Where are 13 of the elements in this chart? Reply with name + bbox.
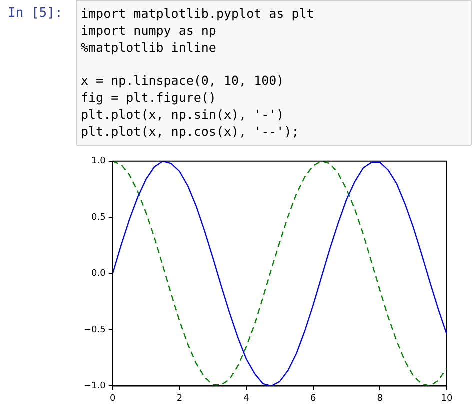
x-tick-label: 4 <box>244 394 250 404</box>
y-tick-label: 0.0 <box>92 269 106 280</box>
x-tick-label: 2 <box>176 394 183 404</box>
y-tick-label: 0.5 <box>92 212 106 223</box>
text: In [5]: <box>8 6 63 21</box>
y-tick-label: −1.0 <box>84 382 106 392</box>
x-tick-label: 10 <box>441 394 453 404</box>
x-tick-label: 6 <box>310 394 316 404</box>
text: import matplotlib.pyplot as plt import numpy as np %matplotlib inline x = np.linspace(0, 10, 100) fig = plt.figure() plt.plot(x, np.sin(x), '-') plt.plot(x, np.cos(x), '--'); <box>81 6 314 139</box>
y-tick-label: 1.0 <box>92 156 106 167</box>
x-tick-label: 0 <box>110 394 116 404</box>
y-tick-label: −0.5 <box>84 325 106 336</box>
x-tick-label: 8 <box>377 394 384 404</box>
